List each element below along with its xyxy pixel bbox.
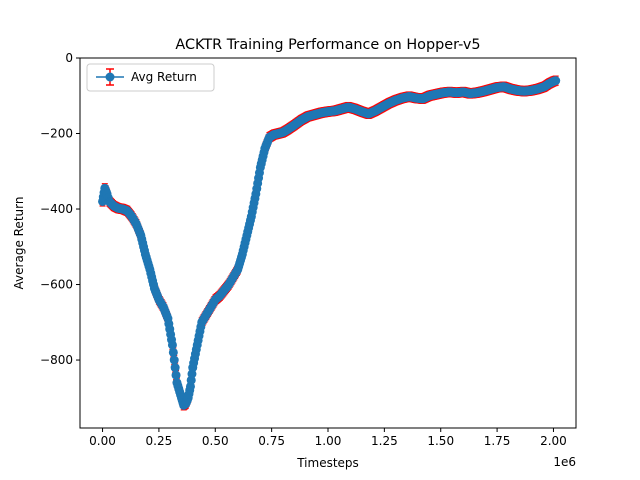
data-point: [551, 76, 561, 86]
plot-background: [80, 58, 576, 428]
x-tick-label: 1.50: [427, 434, 454, 448]
legend: Avg Return: [86, 63, 215, 92]
series-markers: [98, 76, 561, 410]
y-tick-label: 0: [65, 51, 73, 65]
x-tick-label: 1.75: [484, 434, 511, 448]
data-point: [167, 340, 177, 350]
y-tick-label: −200: [40, 127, 73, 141]
x-tick-label: 0.75: [258, 434, 285, 448]
legend-entry-label: Avg Return: [131, 70, 197, 84]
data-point: [169, 355, 179, 365]
legend-marker-swatch: [105, 72, 115, 82]
chart-title: ACKTR Training Performance on Hopper-v5: [175, 37, 480, 53]
y-tick-label: −400: [40, 202, 73, 216]
x-tick-label: 1.25: [371, 434, 398, 448]
plot-area: [80, 58, 576, 428]
axes: 0.00 0.25 0.50 0.75 1.00 1.25 1.50 1.75 2.00 −800…: [40, 51, 577, 448]
data-point: [170, 363, 180, 373]
y-axis-title: Average Return: [12, 197, 26, 290]
x-axis-offset-label: 1e6: [553, 455, 576, 469]
data-point: [168, 347, 178, 357]
x-tick-label: 0.25: [146, 434, 173, 448]
data-point: [171, 370, 181, 380]
x-tick-label: 1.00: [315, 434, 342, 448]
x-axis-title: Timesteps: [296, 456, 359, 470]
y-tick-label: −600: [40, 278, 73, 292]
legend-frame: [86, 63, 215, 92]
x-tick-label: 0.50: [202, 434, 229, 448]
x-tick-label: 0.00: [89, 434, 116, 448]
x-tick-label: 2.00: [540, 434, 567, 448]
y-tick-label: −800: [40, 353, 73, 367]
